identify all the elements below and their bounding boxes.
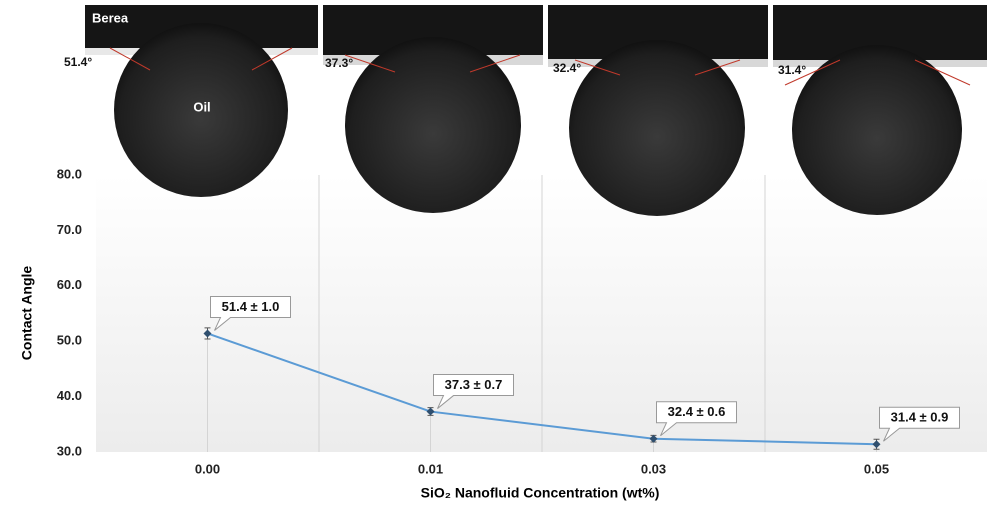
value-label: 51.4 ± 1.0 <box>222 299 280 314</box>
x-tick-label: 0.01 <box>418 461 443 476</box>
chart: Berea Oil 51.4° 37.3° 32.4° 31.4° Contac… <box>0 0 987 504</box>
x-axis-title: SiO₂ Nanofluid Concentration (wt%) <box>421 485 660 501</box>
value-label: 31.4 ± 0.9 <box>891 410 949 425</box>
y-tick-label: 40.0 <box>57 388 82 403</box>
y-tick-label: 30.0 <box>57 443 82 458</box>
x-tick-label: 0.05 <box>864 461 889 476</box>
y-tick-label: 50.0 <box>57 333 82 348</box>
y-axis-title: Contact Angle <box>19 266 35 361</box>
substrate-label: Berea <box>92 10 129 25</box>
x-tick-label: 0.00 <box>195 461 220 476</box>
y-tick-label: 70.0 <box>57 222 82 237</box>
value-label: 32.4 ± 0.6 <box>668 404 726 419</box>
angle-label: 32.4° <box>553 61 581 75</box>
angle-label: 31.4° <box>778 63 806 77</box>
angle-label: 37.3° <box>325 56 353 70</box>
angle-label: 51.4° <box>64 55 92 69</box>
x-tick-label: 0.03 <box>641 461 666 476</box>
y-tick-label: 80.0 <box>57 166 82 181</box>
y-tick-label: 60.0 <box>57 277 82 292</box>
droplet-label: Oil <box>193 99 210 114</box>
value-label: 37.3 ± 0.7 <box>445 377 503 392</box>
